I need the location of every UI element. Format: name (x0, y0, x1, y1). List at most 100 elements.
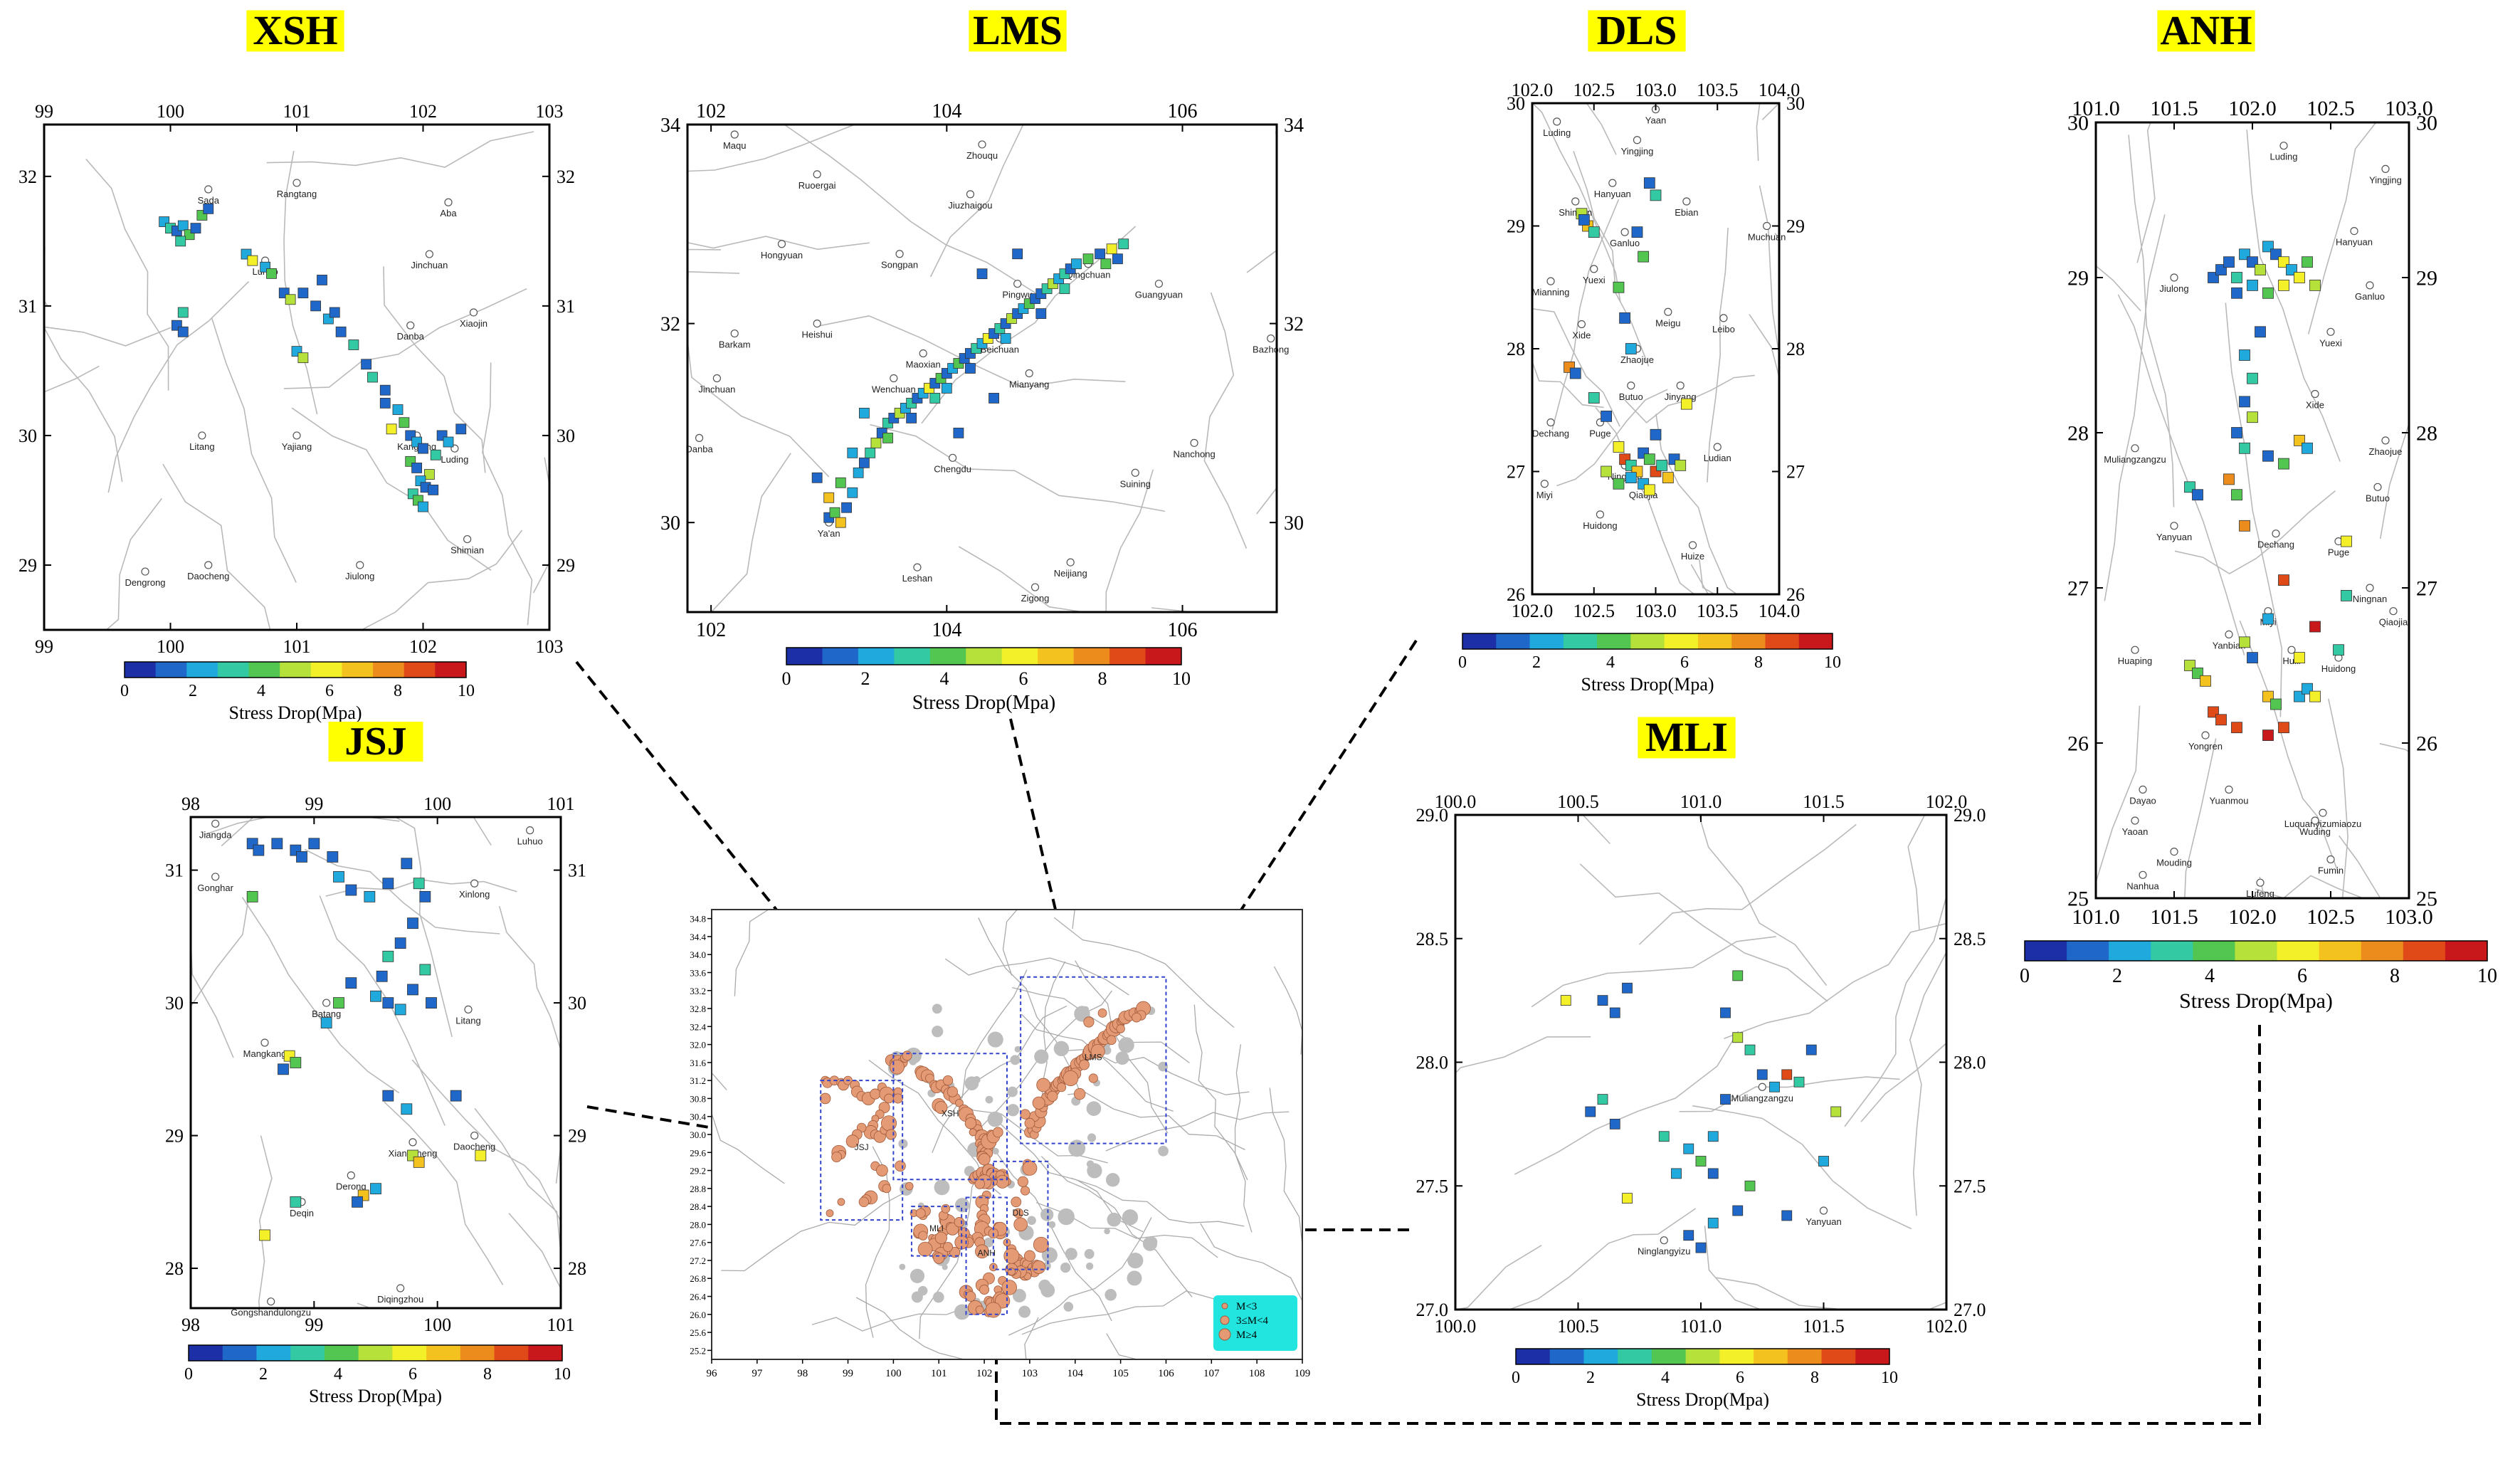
background-event (1122, 1209, 1139, 1226)
background-event (1041, 1247, 1058, 1263)
town-label: Mianyang (1009, 379, 1049, 389)
legend-marker (1220, 1315, 1230, 1325)
x-tick-label-top: 99 (35, 101, 53, 122)
background-event (985, 1095, 993, 1104)
town-label: Mouding (2156, 858, 2192, 868)
y-tick-label-right: 32 (1284, 313, 1304, 335)
y-tick-label: 32.0 (690, 1040, 706, 1050)
town-marker (292, 179, 301, 187)
town-marker (425, 250, 433, 258)
town-marker (1682, 197, 1691, 206)
town-marker (444, 198, 453, 206)
event-marker (1569, 367, 1581, 379)
event-marker (1118, 238, 1129, 250)
catalogue-event (1013, 1217, 1028, 1232)
event-marker (1732, 1205, 1744, 1216)
colorbar-segment (426, 1345, 461, 1361)
x-tick-label: 100 (157, 636, 184, 657)
colorbar-tick-label: 10 (1881, 1369, 1898, 1387)
x-tick-label: 98 (797, 1368, 808, 1379)
town-marker (2170, 522, 2178, 530)
event-marker (401, 858, 413, 870)
colorbar-segment (2403, 941, 2446, 961)
background-event (1063, 1302, 1074, 1312)
colorbar-segment (528, 1345, 563, 1361)
y-tick-label: 31.2 (690, 1075, 706, 1086)
x-tick-label: 99 (35, 636, 53, 657)
x-tick-label: 104 (932, 619, 961, 641)
y-tick-label: 27 (1507, 462, 1525, 483)
town-label: Yanyuan (2156, 532, 2192, 542)
event-marker (376, 970, 388, 982)
fault-line (241, 897, 400, 1094)
panel-mli: MLI Muliangzangzu Yanyuan Ninglangyizu 100.0… (1416, 714, 1986, 1410)
event-marker (1830, 1106, 1842, 1117)
event-marker (333, 871, 344, 883)
fault-line (2239, 620, 2339, 874)
fault-line (85, 158, 169, 391)
town-label: Wenchuan (872, 384, 916, 394)
fault-line (395, 816, 453, 1038)
event-marker (1638, 251, 1650, 263)
fault-line (1067, 1092, 1245, 1151)
y-tick-label: 30 (165, 993, 184, 1013)
town-label: Bazhong (1253, 344, 1289, 355)
fault-line (1579, 863, 1828, 1002)
background-event (910, 1268, 925, 1283)
x-tick-label-top: 103.5 (1697, 80, 1739, 100)
town-marker (470, 1131, 479, 1140)
fault-line (940, 1005, 1067, 1113)
event-marker (1597, 995, 1608, 1006)
background-event (984, 1237, 993, 1248)
town-marker (2311, 816, 2319, 825)
fault-line (1012, 986, 1190, 1063)
town-marker (2256, 878, 2265, 887)
town-label: Dengrong (125, 577, 165, 588)
colorbar-frame (124, 661, 467, 678)
y-tick-label-right: 28.5 (1954, 929, 1986, 949)
region-label: MLI (929, 1223, 944, 1233)
town-label: Litang (189, 441, 214, 452)
y-tick-label: 30.8 (690, 1093, 706, 1104)
event-marker (2239, 349, 2250, 361)
x-tick-label-top: 102.5 (2307, 97, 2355, 120)
catalogue-event (881, 1115, 897, 1132)
fault-line (107, 281, 250, 493)
y-tick-label: 30 (19, 426, 37, 446)
event-marker (1613, 478, 1625, 490)
event-marker (1818, 1156, 1829, 1167)
town-marker (1267, 334, 1275, 343)
catalogue-event (1020, 1109, 1030, 1120)
catalogue-event (933, 1252, 945, 1264)
y-tick-label: 29.2 (690, 1166, 706, 1176)
town-marker (813, 319, 821, 328)
town-label: Yongren (2188, 741, 2223, 752)
town-marker (1571, 197, 1580, 206)
event-marker (407, 917, 418, 930)
town-marker (966, 190, 975, 199)
event-marker (423, 469, 435, 480)
x-tick-label: 103.0 (1635, 601, 1677, 621)
town-label: Jiulong (2159, 283, 2188, 294)
town-label: Huidong (1583, 520, 1617, 531)
colorbar-tick-label: 0 (120, 682, 129, 700)
x-tick-label: 102.0 (2228, 905, 2277, 929)
catalogue-event (954, 1217, 965, 1228)
town-label: Danba (685, 443, 713, 454)
catalogue-event (1116, 1024, 1125, 1033)
colorbar-frame (2024, 940, 2488, 962)
town-marker (2311, 389, 2319, 399)
x-tick-label: 101.0 (2072, 905, 2120, 929)
background-event (1127, 1253, 1144, 1269)
catalogue-event (941, 1204, 951, 1213)
y-tick-label-right: 27.5 (1954, 1176, 1986, 1196)
colorbar-segment (1685, 1349, 1720, 1364)
catalogue-event (1033, 1236, 1049, 1253)
colorbar-tick-label: 2 (2112, 965, 2122, 987)
event-marker (1071, 258, 1082, 270)
x-tick-label: 101.0 (1680, 1316, 1722, 1337)
fault-line (1514, 1031, 1739, 1175)
event-marker (1588, 392, 1600, 404)
event-marker (392, 404, 404, 415)
colorbar-tick-label: 6 (2297, 965, 2307, 987)
